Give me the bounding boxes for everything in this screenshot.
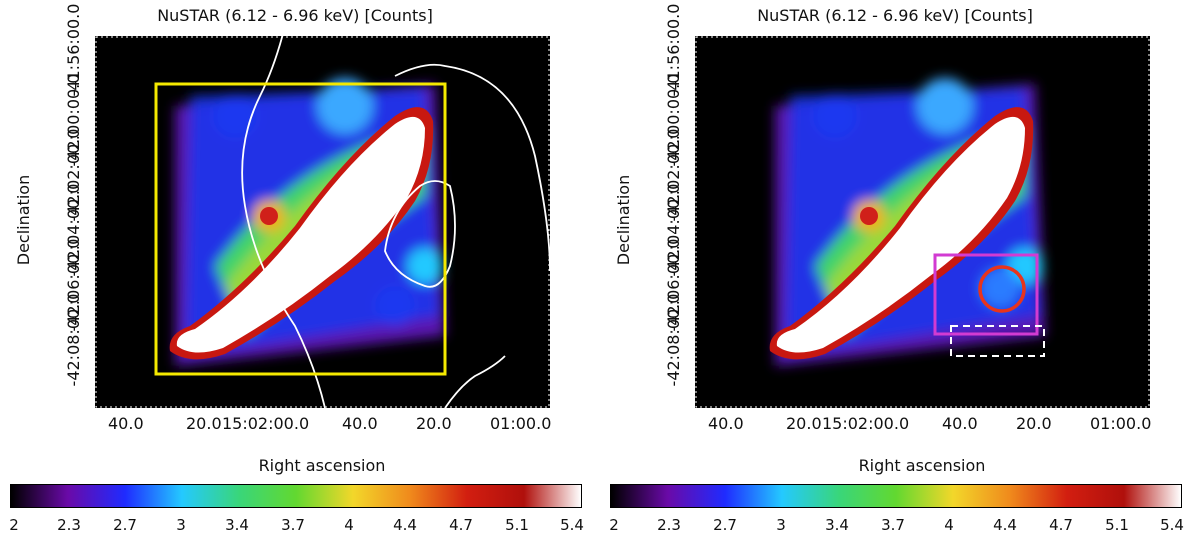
colorbar-tick: 3.4 [225,516,249,534]
panel-left: NuSTAR (6.12 - 6.96 keV) [Counts] [9,4,584,534]
colorbar-tick: 3 [776,516,786,534]
x-tick: 40.0 [942,414,978,433]
x-axis-label: Right ascension [258,456,386,475]
x-tick: 15:02:00.0 [822,414,910,433]
yellow-region-box [154,82,447,376]
colorbar-tick: 2.7 [713,516,737,534]
colorbar-tick: 4 [944,516,954,534]
red-source-circle [978,265,1026,313]
colorbar-tick: 2 [609,516,619,534]
white-contours [241,36,550,408]
hotspot [260,207,278,225]
colorbar-tick: 5.4 [560,516,584,534]
colorbar [610,484,1182,508]
x-tick: 20.0 [186,414,222,433]
bright-ridge-core [776,116,1025,353]
y-axis-label: Declination [614,174,633,266]
colorbar [10,484,582,508]
axis-ticks [695,36,1150,408]
dashed-background-box [950,325,1045,357]
colorbar-tick: 4.7 [1049,516,1073,534]
y-axis-label: Declination [14,174,33,266]
colorbar-tick: 3 [176,516,186,534]
x-tick: 20.0 [416,414,452,433]
counts-image [695,36,1150,408]
x-tick: 01:00.0 [1090,414,1152,433]
counts-image [95,36,550,408]
colorbar-tick: 2.3 [57,516,81,534]
colorbar-tick: 4.4 [393,516,417,534]
colorbar-tick: 4.4 [993,516,1017,534]
x-tick: 20.0 [1016,414,1052,433]
x-tick: 01:00.0 [490,414,552,433]
x-tick: 40.0 [342,414,378,433]
axis-ticks [95,36,550,408]
colorbar-tick: 3.7 [281,516,305,534]
colorbar-tick: 3.7 [881,516,905,534]
hotspot [860,207,878,225]
y-tick: -42:08:00.0 [664,293,683,387]
colorbar-tick: 5.1 [1105,516,1129,534]
colorbar-tick: 2.3 [657,516,681,534]
colorbar-tick: 3.4 [825,516,849,534]
image-title: NuSTAR (6.12 - 6.96 keV) [Counts] [757,6,1033,25]
x-tick: 40.0 [108,414,144,433]
image-title: NuSTAR (6.12 - 6.96 keV) [Counts] [157,6,433,25]
magenta-region-box [933,253,1039,336]
x-axis-label: Right ascension [858,456,986,475]
x-tick: 15:02:00.0 [222,414,310,433]
colorbar-tick: 4.7 [449,516,473,534]
panel-right: NuSTAR (6.12 - 6.96 keV) [Counts] [600,0,1200,544]
x-tick: 20.0 [786,414,822,433]
colorbar-tick: 5.4 [1160,516,1184,534]
colorbar-tick: 4 [344,516,354,534]
y-tick: -42:08:00.0 [64,293,83,387]
colorbar-tick: 2.7 [113,516,137,534]
x-tick: 40.0 [708,414,744,433]
colorbar-tick: 2 [9,516,19,534]
colorbar-tick: 5.1 [505,516,529,534]
bright-ridge-core [176,116,425,353]
